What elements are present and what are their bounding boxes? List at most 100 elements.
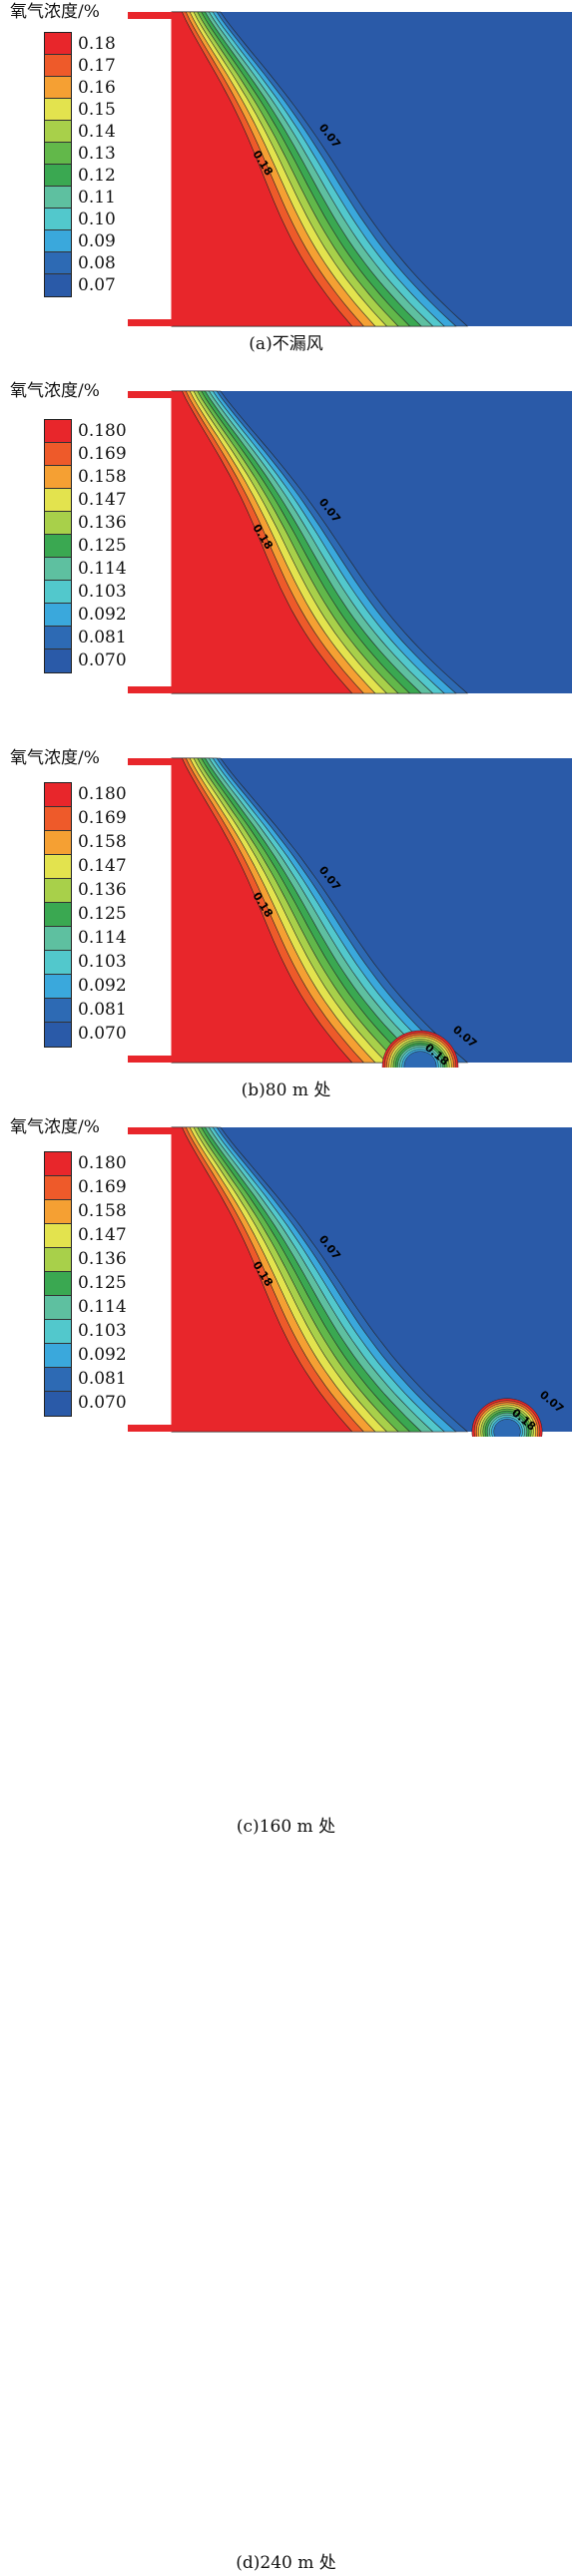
legend-value: 0.092 [78,605,127,625]
legend-value: 0.103 [78,1321,127,1341]
outlet-bar [128,1425,172,1432]
legend-swatch [45,466,71,489]
legend-swatch [45,1392,71,1416]
legend-value: 0.13 [78,144,116,164]
legend-value: 0.158 [78,467,127,487]
contour-band [171,390,353,694]
legend-value: 0.147 [78,1225,127,1245]
contour-band [171,757,353,1064]
legend-value: 0.136 [78,513,127,533]
legend-swatch [45,33,71,55]
legend-value: 0.114 [78,1297,127,1317]
legend-swatch [45,1368,71,1392]
legend-swatch [45,1023,71,1047]
legend-swatch [45,252,71,274]
legend-value: 0.114 [78,928,127,948]
legend-value: 0.180 [78,421,127,441]
legend-swatch [45,831,71,855]
legend-value: 0.092 [78,1345,127,1365]
leak-contour-band [493,1419,521,1437]
contour-band [171,1126,353,1433]
legend-swatch [45,1152,71,1176]
legend-value: 0.10 [78,210,116,229]
legend-swatch [45,975,71,999]
legend-title: 氧气浓度/% [10,1117,100,1137]
legend-value: 0.07 [78,275,116,295]
legend-value: 0.18 [78,34,116,54]
legend-value: 0.169 [78,808,127,828]
inlet-bar [128,391,172,398]
legend-swatch [45,1296,71,1320]
legend-title: 氧气浓度/% [10,381,100,401]
contour-plot: 0.180.07 [128,11,572,327]
legend-value: 0.070 [78,1393,127,1413]
legend-swatch [45,627,71,649]
legend-value: 0.169 [78,1177,127,1197]
outlet-bar [128,1056,172,1063]
leak-contour-band [403,1051,437,1068]
legend-swatch [45,558,71,581]
color-legend [44,782,72,1048]
legend-value: 0.15 [78,100,116,120]
legend-value: 0.08 [78,253,116,273]
legend-swatch [45,1200,71,1224]
legend-swatch [45,1272,71,1296]
color-legend [44,1151,72,1417]
panel-d: 氧气浓度/% 0.180 0.169 0.158 0.147 0.136 0.125 0.11… [0,1115,572,2576]
legend-swatch [45,1344,71,1368]
legend-swatch [45,855,71,879]
legend-swatch [45,55,71,77]
legend-swatch [45,121,71,143]
legend-swatch [45,274,71,296]
legend-value: 0.103 [78,952,127,972]
legend-swatch [45,649,71,672]
legend-value: 0.081 [78,628,127,647]
legend-swatch [45,165,71,187]
legend-swatch [45,999,71,1023]
legend-value: 0.158 [78,832,127,852]
legend-swatch [45,1320,71,1344]
legend-swatch [45,420,71,443]
legend-value: 0.147 [78,856,127,876]
color-legend [44,419,72,673]
contour-plot: 0.180.07 [128,390,572,694]
legend-value: 0.17 [78,56,116,76]
panel-a: 氧气浓度/% 0.18 0.17 0.16 0.15 0.14 0.13 0.12 0.11 0.… [0,0,572,357]
legend-value: 0.114 [78,559,127,579]
legend-value: 0.092 [78,976,127,996]
panel-c: 氧气浓度/% 0.180 0.169 0.158 0.147 0.136 0.125 0.11… [0,746,572,1840]
inlet-bar [128,758,172,765]
legend-swatch [45,1176,71,1200]
panel-b: 氧气浓度/% 0.180 0.169 0.158 0.147 0.136 0.125 0.11… [0,379,572,1103]
inlet-bar [128,1127,172,1134]
legend-swatch [45,783,71,807]
legend-value: 0.081 [78,1000,127,1020]
legend-value: 0.180 [78,784,127,804]
color-legend [44,32,72,297]
contour-band [171,11,353,327]
legend-swatch [45,927,71,951]
legend-value: 0.12 [78,166,116,186]
legend-value: 0.158 [78,1201,127,1221]
legend-value: 0.180 [78,1153,127,1173]
legend-value: 0.16 [78,78,116,98]
legend-value: 0.09 [78,231,116,251]
legend-value: 0.147 [78,490,127,510]
legend-swatch [45,951,71,975]
legend-value: 0.103 [78,582,127,602]
legend-swatch [45,209,71,230]
legend-swatch [45,604,71,627]
legend-swatch [45,807,71,831]
legend-value: 0.125 [78,904,127,924]
legend-title: 氧气浓度/% [10,748,100,768]
legend-value: 0.125 [78,536,127,556]
legend-value: 0.136 [78,880,127,900]
contour-plot: 0.070.180.180.07 [128,1126,572,1437]
legend-swatch [45,581,71,604]
panel-caption: (b)80 m 处 [241,1080,331,1100]
legend-value: 0.125 [78,1273,127,1293]
legend-swatch [45,1224,71,1248]
legend-value: 0.169 [78,444,127,464]
legend-swatch [45,879,71,903]
legend-swatch [45,77,71,99]
